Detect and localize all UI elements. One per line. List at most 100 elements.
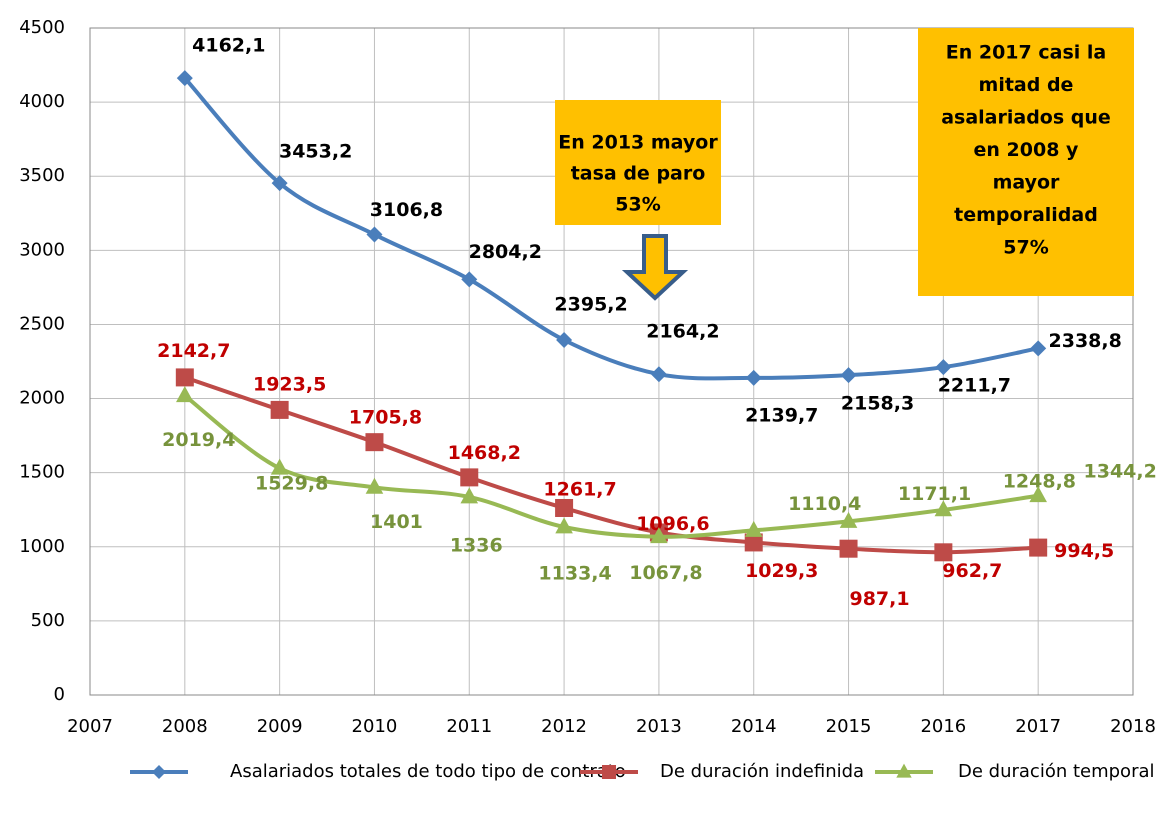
marker (365, 477, 384, 494)
marker (1030, 340, 1047, 357)
data-label: 2338,8 (1049, 330, 1122, 352)
legend-label: Asalariados totales de todo tipo de cont… (230, 761, 626, 782)
x-tick-label: 2010 (352, 716, 398, 737)
marker (1029, 486, 1047, 503)
marker (555, 498, 574, 517)
callout-text: en 2008 y (974, 139, 1080, 161)
marker (839, 511, 858, 528)
data-label: 1133,4 (538, 563, 611, 585)
data-label: 2395,2 (554, 293, 627, 315)
x-tick-label: 2015 (826, 716, 872, 737)
x-tick-label: 2008 (162, 716, 208, 737)
data-label: 1248,8 (1003, 470, 1076, 492)
marker (934, 500, 953, 517)
marker (366, 226, 383, 243)
data-label: 1705,8 (349, 407, 422, 429)
marker (745, 369, 762, 386)
callout-box (555, 100, 721, 225)
marker (460, 468, 479, 487)
x-tick-label: 2011 (446, 716, 492, 737)
data-label: 962,7 (942, 560, 1002, 582)
y-tick-label: 1500 (19, 462, 65, 483)
data-label: 2804,2 (469, 241, 542, 263)
y-tick-label: 2000 (19, 388, 65, 409)
marker (1029, 538, 1048, 557)
callout-text: temporalidad (954, 204, 1098, 226)
x-tick-label: 2017 (1015, 716, 1061, 737)
legend-label: De duración indefinida (660, 761, 864, 782)
y-tick-label: 2500 (19, 313, 65, 334)
data-label: 1029,3 (745, 560, 818, 582)
data-label: 2142,7 (157, 340, 230, 362)
series-line (183, 76, 1039, 381)
y-tick-label: 1000 (19, 536, 65, 557)
data-label: 2019,4 (162, 429, 235, 451)
data-label: 987,1 (849, 588, 909, 610)
data-label: 2158,3 (841, 393, 914, 415)
y-tick-label: 3500 (19, 165, 65, 186)
series-line (183, 394, 1039, 539)
callout-text: En 2013 mayor (558, 132, 718, 154)
data-label: 1468,2 (448, 442, 521, 464)
legend-marker (896, 763, 912, 778)
data-label: 1923,5 (253, 373, 326, 395)
legend-label: De duración temporal (958, 761, 1155, 782)
data-label: 1344,2 (1084, 460, 1157, 482)
data-label: 4162,1 (192, 35, 265, 57)
marker (650, 366, 667, 383)
y-tick-label: 4000 (19, 91, 65, 112)
y-tick-label: 0 (54, 684, 65, 705)
callout-box (918, 28, 1134, 296)
arrow (621, 234, 689, 301)
data-label: 1171,1 (898, 483, 971, 505)
series-line (184, 375, 1039, 555)
data-label: 2139,7 (745, 404, 818, 426)
marker (270, 400, 289, 419)
y-tick-label: 4500 (19, 17, 65, 38)
marker (271, 175, 288, 192)
x-tick-label: 2007 (67, 716, 113, 737)
data-label: 2164,2 (646, 321, 719, 343)
data-label: 1336 (450, 534, 503, 556)
x-tick-label: 2018 (1110, 716, 1156, 737)
y-tick-label: 500 (31, 610, 65, 631)
x-tick-label: 2013 (636, 716, 682, 737)
marker (176, 70, 193, 87)
marker (175, 368, 194, 387)
data-label: 3453,2 (279, 141, 352, 163)
callout-text: asalariados que (941, 107, 1111, 129)
marker (461, 271, 478, 288)
marker (270, 458, 289, 475)
callout-text: 53% (615, 194, 660, 216)
marker (934, 543, 953, 562)
data-label: 1401 (370, 511, 423, 533)
data-label: 1529,8 (255, 473, 328, 495)
marker (460, 487, 479, 504)
data-label: 1261,7 (543, 478, 616, 500)
plot-border (89, 27, 1134, 696)
data-label: 3106,8 (370, 199, 443, 221)
marker (935, 359, 952, 376)
x-tick-label: 2009 (257, 716, 303, 737)
data-label: 994,5 (1054, 540, 1114, 562)
marker (176, 386, 194, 403)
callout-text: mayor (993, 172, 1060, 194)
callout-text: tasa de paro (571, 163, 706, 185)
x-tick-label: 2012 (541, 716, 587, 737)
callout-text: 57% (1003, 237, 1048, 259)
legend-marker (152, 765, 166, 779)
marker (744, 520, 763, 537)
marker (840, 367, 857, 384)
data-label: 1110,4 (788, 493, 861, 515)
data-label: 1067,8 (629, 562, 702, 584)
marker (650, 527, 668, 544)
x-tick-label: 2014 (731, 716, 777, 737)
marker (839, 539, 858, 558)
marker (555, 517, 573, 534)
data-label: 1096,6 (636, 513, 709, 535)
callout-text: En 2017 casi la (946, 42, 1106, 64)
legend-marker (602, 765, 616, 779)
callout-text: mitad de (979, 74, 1074, 96)
x-tick-label: 2016 (920, 716, 966, 737)
